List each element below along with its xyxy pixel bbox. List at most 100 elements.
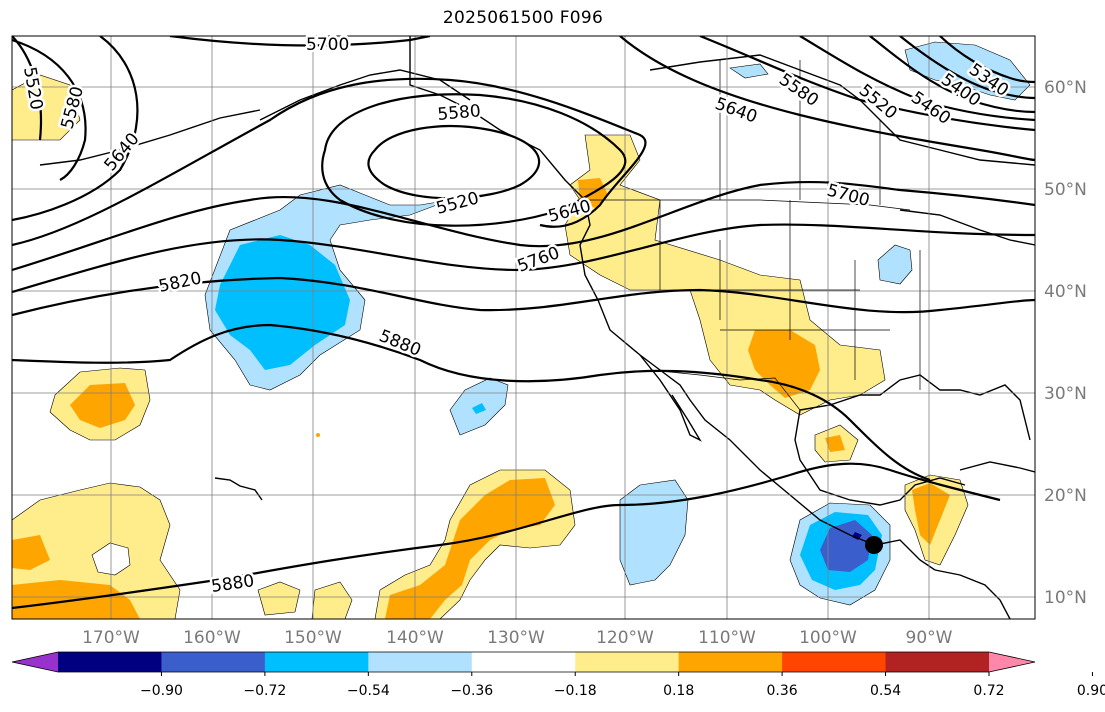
colorbar-segment (471, 652, 576, 672)
contour-5400-ne (899, 36, 1035, 100)
contour-label-5460-ne: 5460 (907, 88, 954, 129)
contour-5640-nw (12, 36, 139, 222)
contour-label-5580-low: 5580 (437, 101, 482, 125)
colorbar-extend-low (12, 652, 58, 672)
contour-5580-nw (12, 38, 87, 181)
contour-5820 (12, 276, 1035, 317)
colorbar-segment (161, 652, 266, 672)
contour-label-5760: 5760 (515, 243, 562, 277)
colorbar: −0.90 −0.72 −0.54 −0.36 −0.18 0.18 0.36 0.54 0.7… (11, 651, 1105, 699)
lat-label-10n: 10°N (1044, 588, 1087, 608)
contour-5640-mid (12, 77, 647, 247)
lon-label-140w: 140°W (386, 628, 444, 648)
storm-center-marker (865, 536, 883, 554)
pos-region-small1 (257, 581, 301, 616)
contour-label-5520-low: 5520 (434, 188, 481, 219)
map-frame (11, 35, 1036, 620)
contour-label-5880-b: 5880 (210, 571, 256, 597)
pos-region-central-orange (385, 478, 555, 619)
coast-baja (639, 354, 702, 442)
pos-region-small2 (311, 581, 353, 619)
pos-region-gulf-orange (825, 435, 845, 452)
colorbar-tick-label: 0.90 (1077, 683, 1105, 699)
contour-5880-a (12, 323, 931, 482)
colorbar-tick-label: 0.54 (870, 683, 901, 699)
colorbar-tick-label: −0.36 (450, 683, 493, 699)
lon-label-100w: 100°W (799, 628, 857, 648)
colorbar-segment (368, 652, 473, 672)
coast-cuba (959, 461, 1035, 473)
contour-label-halo: 5700 (306, 35, 349, 55)
anomaly-shading (12, 41, 1031, 619)
colorbar-tick-label: 0.18 (663, 683, 694, 699)
lat-label-20n: 20°N (1044, 486, 1087, 506)
colorbar-segment (58, 652, 162, 672)
colorbar-tick-label: −0.18 (554, 683, 597, 699)
lon-label-130w: 130°W (487, 628, 545, 648)
neg-region-pacific-mid (215, 235, 350, 370)
contour-label-5700-top: 5700 (306, 35, 349, 55)
colorbar-tick-label: −0.54 (347, 683, 390, 699)
neg-region-greatlakes (877, 244, 913, 285)
contour-5760 (12, 223, 1035, 294)
longitude-labels: 170°W 160°W 150°W 140°W 130°W 120°W 110°… (82, 628, 953, 648)
colorbar-tick-label: −0.72 (243, 683, 286, 699)
colorbar-tick-label: 0.36 (767, 683, 798, 699)
contour-5700-top (169, 36, 431, 47)
contour-5340-ne (939, 36, 1035, 84)
contour-5520-ne (799, 36, 1035, 122)
lon-label-110w: 110°W (698, 628, 756, 648)
pos-region-yucatan-orange (912, 483, 950, 545)
coast-central-am (934, 569, 1011, 619)
neg-region-mexico-inner (820, 520, 872, 572)
neg-region-east-pac (619, 479, 689, 586)
pos-region-sw-pacific-orange (12, 535, 140, 619)
latitude-labels: 60°N 50°N 40°N 30°N 20°N 10°N (1044, 78, 1087, 608)
neg-region-canada-small (729, 63, 769, 79)
colorbar-segment (264, 652, 369, 672)
gridlines (12, 36, 1035, 619)
colorbar-segment (782, 652, 887, 672)
colorbar-tick-label: 0.72 (973, 683, 1004, 699)
lon-label-160w: 160°W (183, 628, 241, 648)
colorbar-extend-high (989, 652, 1035, 672)
border-states-1 (659, 200, 921, 390)
colorbar-ticks: −0.90 −0.72 −0.54 −0.36 −0.18 0.18 0.36 0.54 0.7… (140, 672, 1105, 699)
contour-label-5820: 5820 (157, 268, 203, 297)
coast-aleutians (39, 109, 261, 166)
contour-5460-ne (869, 36, 1035, 114)
colorbar-outline (11, 651, 1036, 673)
contour-5640-ne (619, 36, 1035, 162)
pos-region-hawaii-orange (70, 383, 135, 428)
pos-region-northwest (12, 74, 81, 141)
border-canada-prov (719, 60, 881, 205)
chart-title: 2025061500 F096 (442, 8, 604, 28)
lon-label-120w: 120°W (596, 628, 654, 648)
contour-label-5640-ne: 5640 (712, 94, 759, 128)
contour-label-5880-a: 5880 (376, 326, 424, 361)
coast-east (899, 209, 1035, 246)
contour-5880-b (12, 462, 1001, 610)
height-contours (12, 36, 1035, 610)
neg-region-subtrop-inner (472, 403, 486, 414)
small-dot (316, 433, 320, 437)
lon-label-150w: 150°W (284, 628, 342, 648)
contour-low-inner (367, 124, 541, 200)
colorbar-segment (885, 652, 990, 672)
lat-label-30n: 30°N (1044, 384, 1087, 404)
lat-label-40n: 40°N (1044, 282, 1087, 302)
border-us-mexico (649, 369, 801, 411)
contour-5580-ne (699, 36, 1035, 132)
borders (409, 36, 921, 411)
coast-gulf (799, 374, 1031, 441)
border-us-canada (585, 199, 911, 211)
coast-hawaii (214, 477, 263, 501)
colorbar-tick-label: −0.90 (140, 683, 183, 699)
colorbar-segment (678, 652, 783, 672)
lat-label-60n: 60°N (1044, 78, 1087, 98)
colorbar-segment (575, 652, 680, 672)
lat-label-50n: 50°N (1044, 180, 1087, 200)
lon-label-90w: 90°W (906, 628, 953, 648)
colorbar-segments (11, 651, 1036, 673)
